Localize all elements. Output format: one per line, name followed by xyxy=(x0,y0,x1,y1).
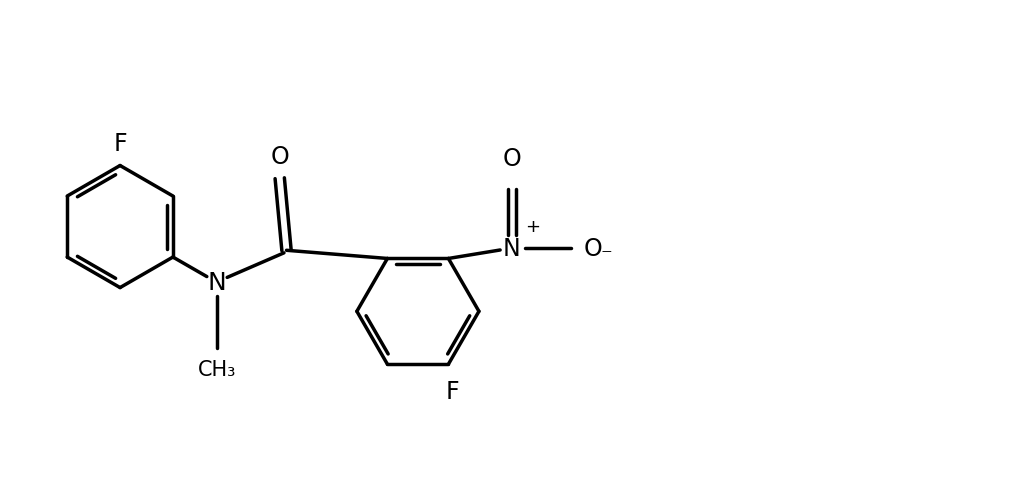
Text: CH₃: CH₃ xyxy=(198,359,236,379)
Text: O: O xyxy=(270,145,288,169)
Text: O: O xyxy=(502,147,521,171)
Text: N: N xyxy=(208,271,226,295)
Text: F: F xyxy=(113,132,126,156)
Text: O: O xyxy=(583,237,601,261)
Text: N: N xyxy=(502,237,521,261)
Text: ⁻: ⁻ xyxy=(599,245,611,265)
Text: +: + xyxy=(525,217,540,235)
Text: F: F xyxy=(445,380,459,404)
